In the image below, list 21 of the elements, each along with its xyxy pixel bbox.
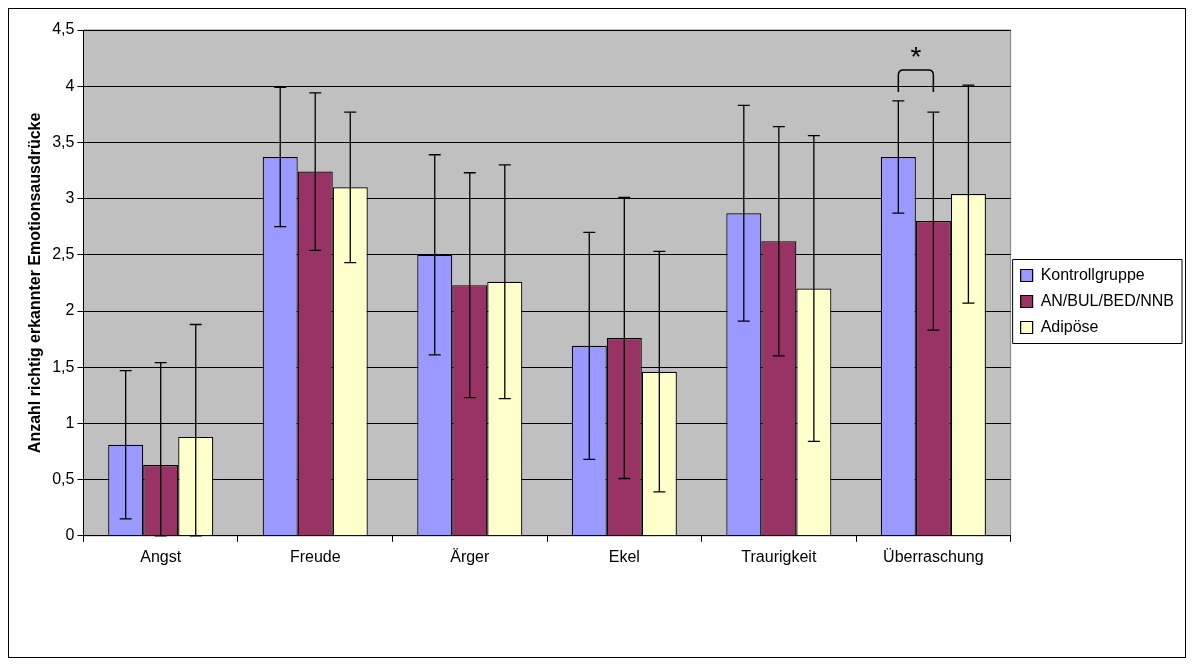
legend-label: AN/BUL/BED/NNB bbox=[1040, 291, 1175, 309]
y-tick-label: 1,5 bbox=[52, 357, 75, 375]
y-tick-label: 2 bbox=[65, 301, 75, 319]
y-tick-label: 4 bbox=[65, 76, 75, 94]
y-tick-label: 3,5 bbox=[52, 132, 75, 150]
x-tick-label: Angst bbox=[140, 547, 182, 565]
x-tick-label: Überraschung bbox=[883, 547, 984, 565]
legend-label: Kontrollgruppe bbox=[1040, 265, 1145, 283]
y-tick-label: 4,5 bbox=[52, 20, 75, 38]
x-tick-label: Freude bbox=[289, 547, 341, 565]
y-tick-label: 2,5 bbox=[52, 245, 75, 263]
y-axis-title: Anzahl richtig erkannter Emotionsausdrücke bbox=[26, 112, 44, 454]
y-tick-label: 1 bbox=[65, 413, 75, 431]
annotation: * bbox=[910, 40, 922, 72]
y-tick-label: 3 bbox=[65, 189, 75, 207]
y-tick-label: 0,5 bbox=[52, 470, 75, 488]
x-tick-label: Traurigkeit bbox=[741, 547, 817, 565]
x-tick-label: Ärger bbox=[450, 547, 491, 565]
y-tick-label: 0 bbox=[65, 526, 75, 544]
legend-label: Adipöse bbox=[1040, 317, 1099, 335]
x-tick-label: Ekel bbox=[608, 547, 640, 565]
